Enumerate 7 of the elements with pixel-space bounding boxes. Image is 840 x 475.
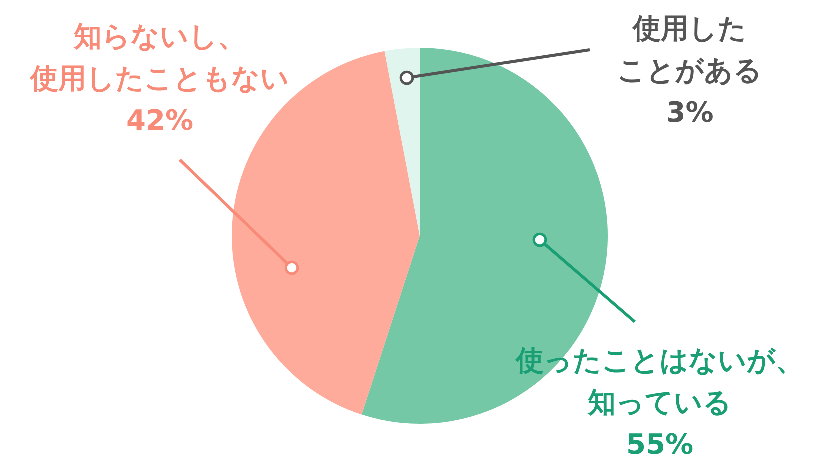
- pie-slice: [384, 48, 420, 236]
- data-label: 55%: [626, 428, 694, 461]
- slice-label: 知らないし、使用したこともない: [30, 20, 290, 95]
- data-label: 42%: [126, 104, 194, 137]
- pie-slice: [232, 51, 420, 415]
- data-label: 3%: [666, 96, 714, 129]
- slice-label: 使用したことがある: [618, 12, 762, 87]
